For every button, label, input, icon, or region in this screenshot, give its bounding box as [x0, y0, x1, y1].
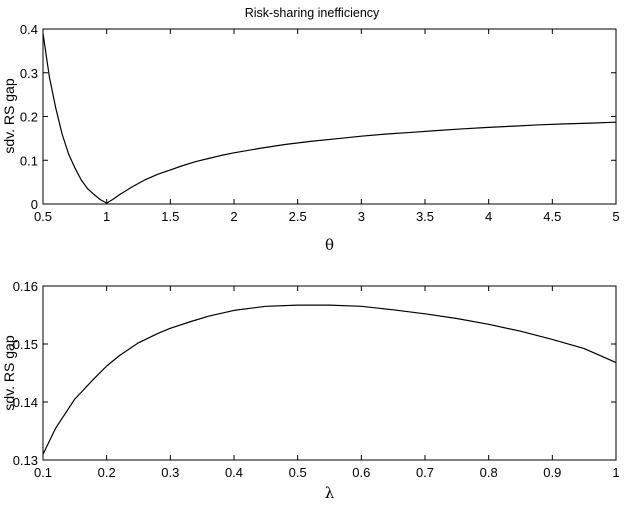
x-tick-label: 1.5 — [161, 209, 179, 224]
y-axis-label: sdv. RS gap — [1, 78, 17, 153]
y-tick-label: 0.3 — [20, 66, 38, 81]
x-tick-label: 0.5 — [34, 209, 52, 224]
x-tick-label: 4 — [485, 209, 492, 224]
series-line — [42, 304, 617, 455]
series-line — [42, 33, 617, 204]
x-tick-label: 0.5 — [289, 465, 307, 480]
x-axis-label: θ — [325, 236, 334, 254]
x-tick-label: 0.6 — [352, 465, 370, 480]
y-tick-label: 0.13 — [13, 453, 38, 468]
y-tick-label: 0.4 — [20, 22, 38, 37]
top-plot: 0.5 1 1.5 2 2.5 3 3.5 4 4.5 5 0 0.1 0.2 0.3 0.4 θ sdv. R… — [1, 22, 620, 254]
x-tick-label: 0.9 — [543, 465, 561, 480]
x-tick-label: 0.8 — [480, 465, 498, 480]
plot-frame — [42, 285, 617, 461]
x-tick-label: 4.5 — [543, 209, 561, 224]
y-tick-label: 0.2 — [20, 110, 38, 125]
plot-frame — [42, 28, 617, 205]
x-tick-label: 1 — [103, 209, 110, 224]
x-tick-label: 3.5 — [416, 209, 434, 224]
x-tick-label: 0.2 — [98, 465, 116, 480]
y-tick-label: 0.1 — [20, 153, 38, 168]
x-tick-label: 2 — [230, 209, 237, 224]
x-tick-label: 0.7 — [416, 465, 434, 480]
y-tick-label: 0.15 — [13, 337, 38, 352]
chart-title-top: Risk-sharing inefficiency — [245, 6, 380, 20]
y-tick-label: 0.14 — [13, 395, 38, 410]
x-tick-label: 1 — [612, 465, 619, 480]
y-tick-label: 0 — [31, 197, 38, 212]
y-tick-label: 0.16 — [13, 279, 38, 294]
x-tick-label: 0.4 — [225, 465, 243, 480]
bottom-plot: 0.1 0.2 0.3 0.4 0.5 0.6 0.7 0.8 0.9 1 0.13 0.14 0.15… — [1, 279, 620, 502]
x-tick-label: 0.3 — [161, 465, 179, 480]
x-axis-label: λ — [325, 484, 335, 502]
y-axis-label: sdv. RS gap — [1, 335, 17, 410]
x-tick-label: 5 — [612, 209, 619, 224]
x-tick-label: 0.1 — [34, 465, 52, 480]
x-tick-label: 3 — [358, 209, 365, 224]
x-tick-label: 2.5 — [289, 209, 307, 224]
